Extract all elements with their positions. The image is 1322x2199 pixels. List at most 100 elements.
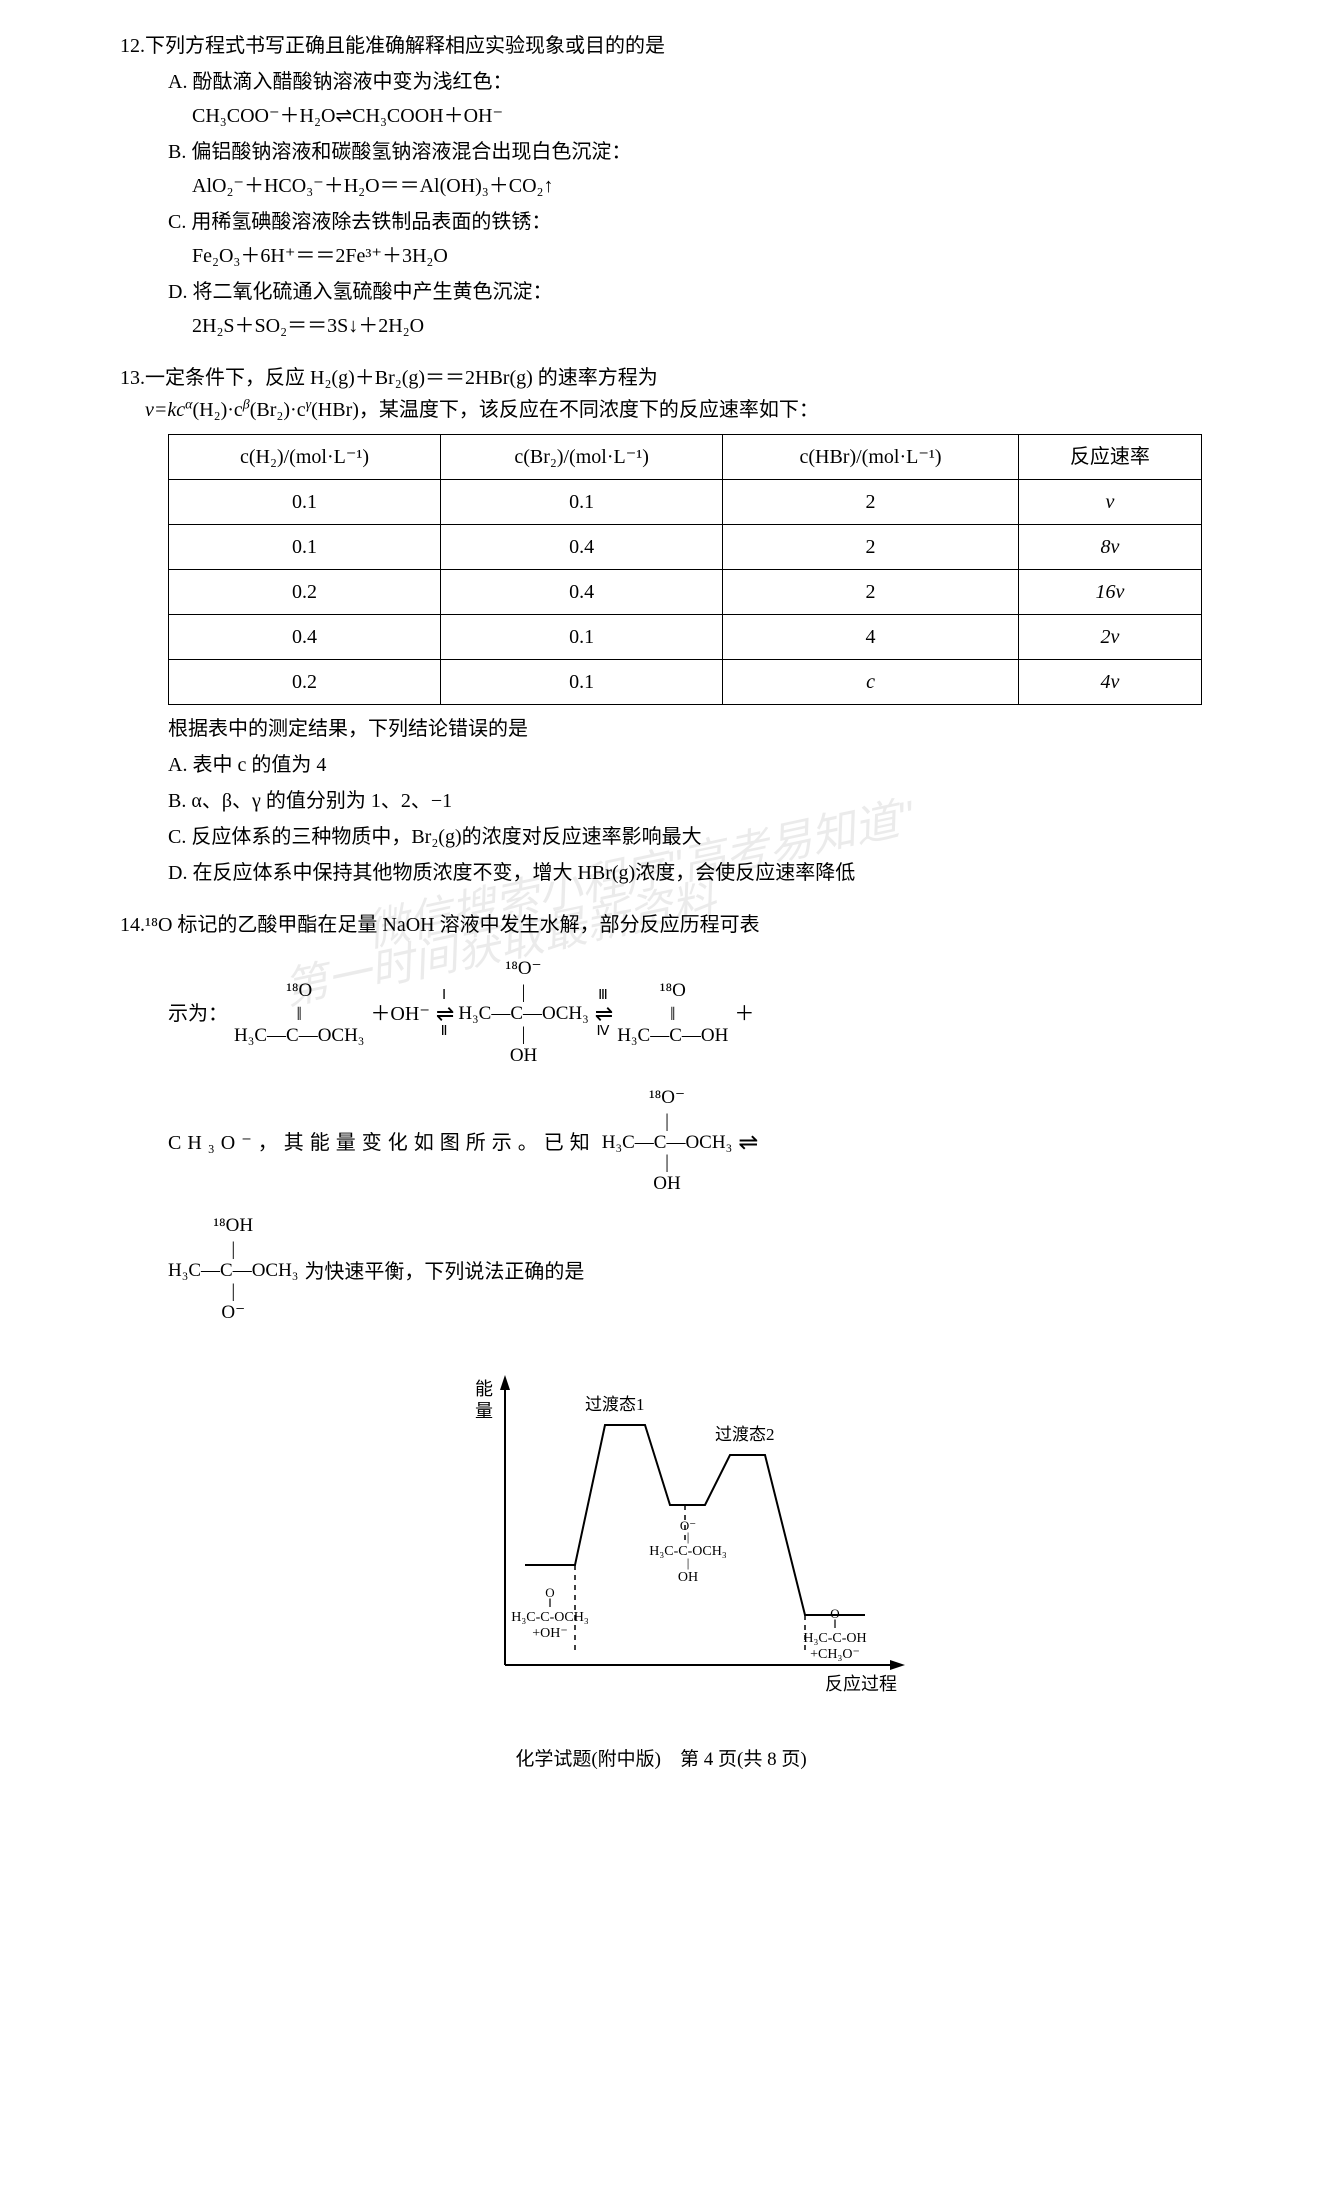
struct-reactant: ¹⁸O ‖ H₃C—C—OCH₃: [234, 981, 364, 1047]
s5-bot: O⁻: [221, 1303, 245, 1327]
plus: ＋: [734, 998, 754, 1030]
table-cell: 2: [723, 480, 1019, 525]
arr-eq2: ⇌: [595, 1003, 611, 1025]
th-3: 反应速率: [1018, 435, 1201, 480]
q12-c-eq: Fe₂O₃＋6H⁺＝＝2Fe³⁺＋3H₂O: [192, 240, 1202, 272]
s5-bar2: |: [231, 1282, 235, 1303]
lbl-IV: Ⅳ: [597, 1025, 610, 1039]
q12-option-c: C. 用稀氢碘酸溶液除去铁制品表面的铁锈： Fe₂O₃＋6H⁺＝＝2Fe³⁺＋3…: [168, 206, 1202, 272]
svg-text:H₃C-C-OCH₃: H₃C-C-OCH₃: [511, 1610, 589, 1625]
table-row: 0.10.428v: [169, 525, 1202, 570]
s4-bar1: |: [665, 1112, 669, 1133]
q13-after: 根据表中的测定结果，下列结论错误的是: [168, 713, 1202, 745]
q12-d-label: D.: [168, 281, 187, 303]
lbl-II: Ⅱ: [441, 1025, 448, 1039]
s1-top: ¹⁸O: [286, 980, 312, 1001]
table-cell: 8v: [1018, 525, 1201, 570]
svg-text:+OH⁻: +OH⁻: [532, 1626, 568, 1641]
table-cell: 0.2: [169, 570, 441, 615]
s2-bot: OH: [510, 1046, 537, 1070]
table-cell: 4v: [1018, 660, 1201, 705]
q12-c-text: 用稀氢碘酸溶液除去铁制品表面的铁锈：: [191, 211, 551, 233]
s2-mid: H₃C—C—OCH₃: [458, 1004, 588, 1025]
table-cell: 0.1: [169, 525, 441, 570]
s3-top: ¹⁸O: [660, 981, 686, 1005]
svg-text:+CH₃O⁻: +CH₃O⁻: [810, 1647, 860, 1662]
s2-bar1: |: [522, 983, 526, 1004]
question-13: 13. 一定条件下，反应 H₂(g)＋Br₂(g)＝＝2HBr(g) 的速率方程…: [120, 362, 1202, 889]
question-12: 12. 下列方程式书写正确且能准确解释相应实验现象或目的的是 A. 酚酞滴入醋酸…: [120, 30, 1202, 342]
table-cell: 2v: [1018, 615, 1201, 660]
q12-stem: 下列方程式书写正确且能准确解释相应实验现象或目的的是: [145, 30, 1202, 62]
table-row: 0.20.1c4v: [169, 660, 1202, 705]
struct-equil-right: ¹⁸OH | H₃C—C—OCH₃ | O⁻: [168, 1216, 298, 1327]
q12-b-eq: AlO₂⁻＋HCO₃⁻＋H₂O＝＝Al(OH)₃＋CO₂↑: [192, 170, 1202, 202]
svg-text:过渡态1: 过渡态1: [585, 1395, 645, 1414]
svg-text:|: |: [687, 1555, 690, 1570]
th-0: c(H₂)/(mol·L⁻¹): [169, 435, 441, 480]
svg-text:过渡态2: 过渡态2: [715, 1425, 775, 1444]
q12-a-text: 酚酞滴入醋酸钠溶液中变为浅红色：: [192, 71, 512, 93]
arrow-3-4: Ⅲ ⇌ Ⅳ: [595, 989, 611, 1039]
s5-top: ¹⁸OH: [213, 1216, 253, 1240]
equil-arrow: ⇌: [738, 1124, 758, 1162]
q14-row3: ¹⁸OH | H₃C—C—OCH₃ | O⁻ 为快速平衡，下列说法正确的是: [168, 1216, 1202, 1327]
q12-d-text: 将二氧化硫通入氢硫酸中产生黄色沉淀：: [192, 281, 552, 303]
q14-ch3o-text: CH₃O⁻，其能量变化如图所示。已知: [168, 1127, 596, 1159]
q14-fast: 为快速平衡，下列说法正确的是: [304, 1256, 584, 1288]
svg-text:反应过程: 反应过程: [825, 1674, 897, 1694]
question-14: 14. ¹⁸O 标记的乙酸甲酯在足量 NaOH 溶液中发生水解，部分反应历程可表…: [120, 909, 1202, 1715]
table-row: 0.40.142v: [169, 615, 1202, 660]
q13-v: v=kc: [145, 399, 185, 421]
s2-top: ¹⁸O⁻: [506, 959, 542, 983]
q14-stem-pre: ¹⁸O 标记的乙酸甲酯在足量 NaOH 溶液中发生水解，部分反应历程可表: [145, 909, 1202, 941]
q12-c-label: C.: [168, 211, 186, 233]
table-cell: 0.4: [169, 615, 441, 660]
q12-option-d: D. 将二氧化硫通入氢硫酸中产生黄色沉淀： 2H₂S＋SO₂＝＝3S↓＋2H₂O: [168, 276, 1202, 342]
energy-svg: 能量反应过程过渡态1过渡态2O‖H₃C-C-OCH₃+OH⁻O⁻|H₃C-C-O…: [445, 1345, 925, 1705]
q14-shiwei: 示为：: [168, 998, 228, 1030]
q13-alpha: α: [185, 397, 192, 412]
svg-text:|: |: [687, 1529, 690, 1544]
table-cell: 16v: [1018, 570, 1201, 615]
q13-option-b: B. α、β、γ 的值分别为 1、2、−1: [168, 785, 1202, 817]
table-cell: 0.4: [441, 570, 723, 615]
s3-mid: H₃C—C—OH: [617, 1026, 728, 1047]
q14-row2: CH₃O⁻，其能量变化如图所示。已知 ¹⁸O⁻ | H₃C—C—OCH₃ | O…: [168, 1088, 1202, 1199]
q13-stem-line1: 一定条件下，反应 H₂(g)＋Br₂(g)＝＝2HBr(g) 的速率方程为: [145, 367, 658, 389]
s5-mid: H₃C—C—OCH₃: [168, 1261, 298, 1282]
arrow-1-2: Ⅰ ⇌ Ⅱ: [436, 989, 452, 1039]
svg-text:‖: ‖: [548, 1595, 552, 1610]
th-1: c(Br₂)/(mol·L⁻¹): [441, 435, 723, 480]
table-cell: v: [1018, 480, 1201, 525]
table-cell: 4: [723, 615, 1019, 660]
page-footer: 化学试题(附中版) 第 4 页(共 8 页): [120, 1745, 1202, 1775]
plus-oh: ＋OH⁻: [370, 998, 429, 1030]
q12-a-eq: CH₃COO⁻＋H₂O⇌CH₃COOH＋OH⁻: [192, 100, 1202, 132]
q13-h2: (H₂)·c: [193, 399, 243, 421]
q13-end: (HBr)，某温度下，该反应在不同浓度下的反应速率如下：: [311, 399, 819, 421]
q13-beta: β: [243, 397, 250, 412]
table-cell: 0.1: [441, 660, 723, 705]
svg-text:H₃C-C-OH: H₃C-C-OH: [803, 1631, 866, 1646]
s5-bar1: |: [231, 1240, 235, 1261]
table-header-row: c(H₂)/(mol·L⁻¹) c(Br₂)/(mol·L⁻¹) c(HBr)/…: [169, 435, 1202, 480]
q12-option-b: B. 偏铝酸钠溶液和碳酸氢钠溶液混合出现白色沉淀： AlO₂⁻＋HCO₃⁻＋H₂…: [168, 136, 1202, 202]
table-cell: 0.2: [169, 660, 441, 705]
table-row: 0.20.4216v: [169, 570, 1202, 615]
table-cell: 2: [723, 570, 1019, 615]
table-cell: c: [723, 660, 1019, 705]
q12-d-eq: 2H₂S＋SO₂＝＝3S↓＋2H₂O: [192, 310, 1202, 342]
q12-b-text: 偏铝酸钠溶液和碳酸氢钠溶液混合出现白色沉淀：: [191, 141, 631, 163]
struct-intermediate: ¹⁸O⁻ | H₃C—C—OCH₃ | OH: [458, 959, 588, 1070]
svg-text:量: 量: [475, 1401, 493, 1421]
svg-text:‖: ‖: [833, 1616, 837, 1631]
q12-a-label: A.: [168, 71, 187, 93]
table-cell: 0.1: [169, 480, 441, 525]
q13-number: 13.: [120, 362, 145, 426]
svg-text:OH: OH: [678, 1570, 698, 1585]
q12-number: 12.: [120, 30, 145, 62]
q13-option-c: C. 反应体系的三种物质中，Br₂(g)的浓度对反应速率影响最大: [168, 821, 1202, 853]
table-row: 0.10.12v: [169, 480, 1202, 525]
table-cell: 0.1: [441, 480, 723, 525]
